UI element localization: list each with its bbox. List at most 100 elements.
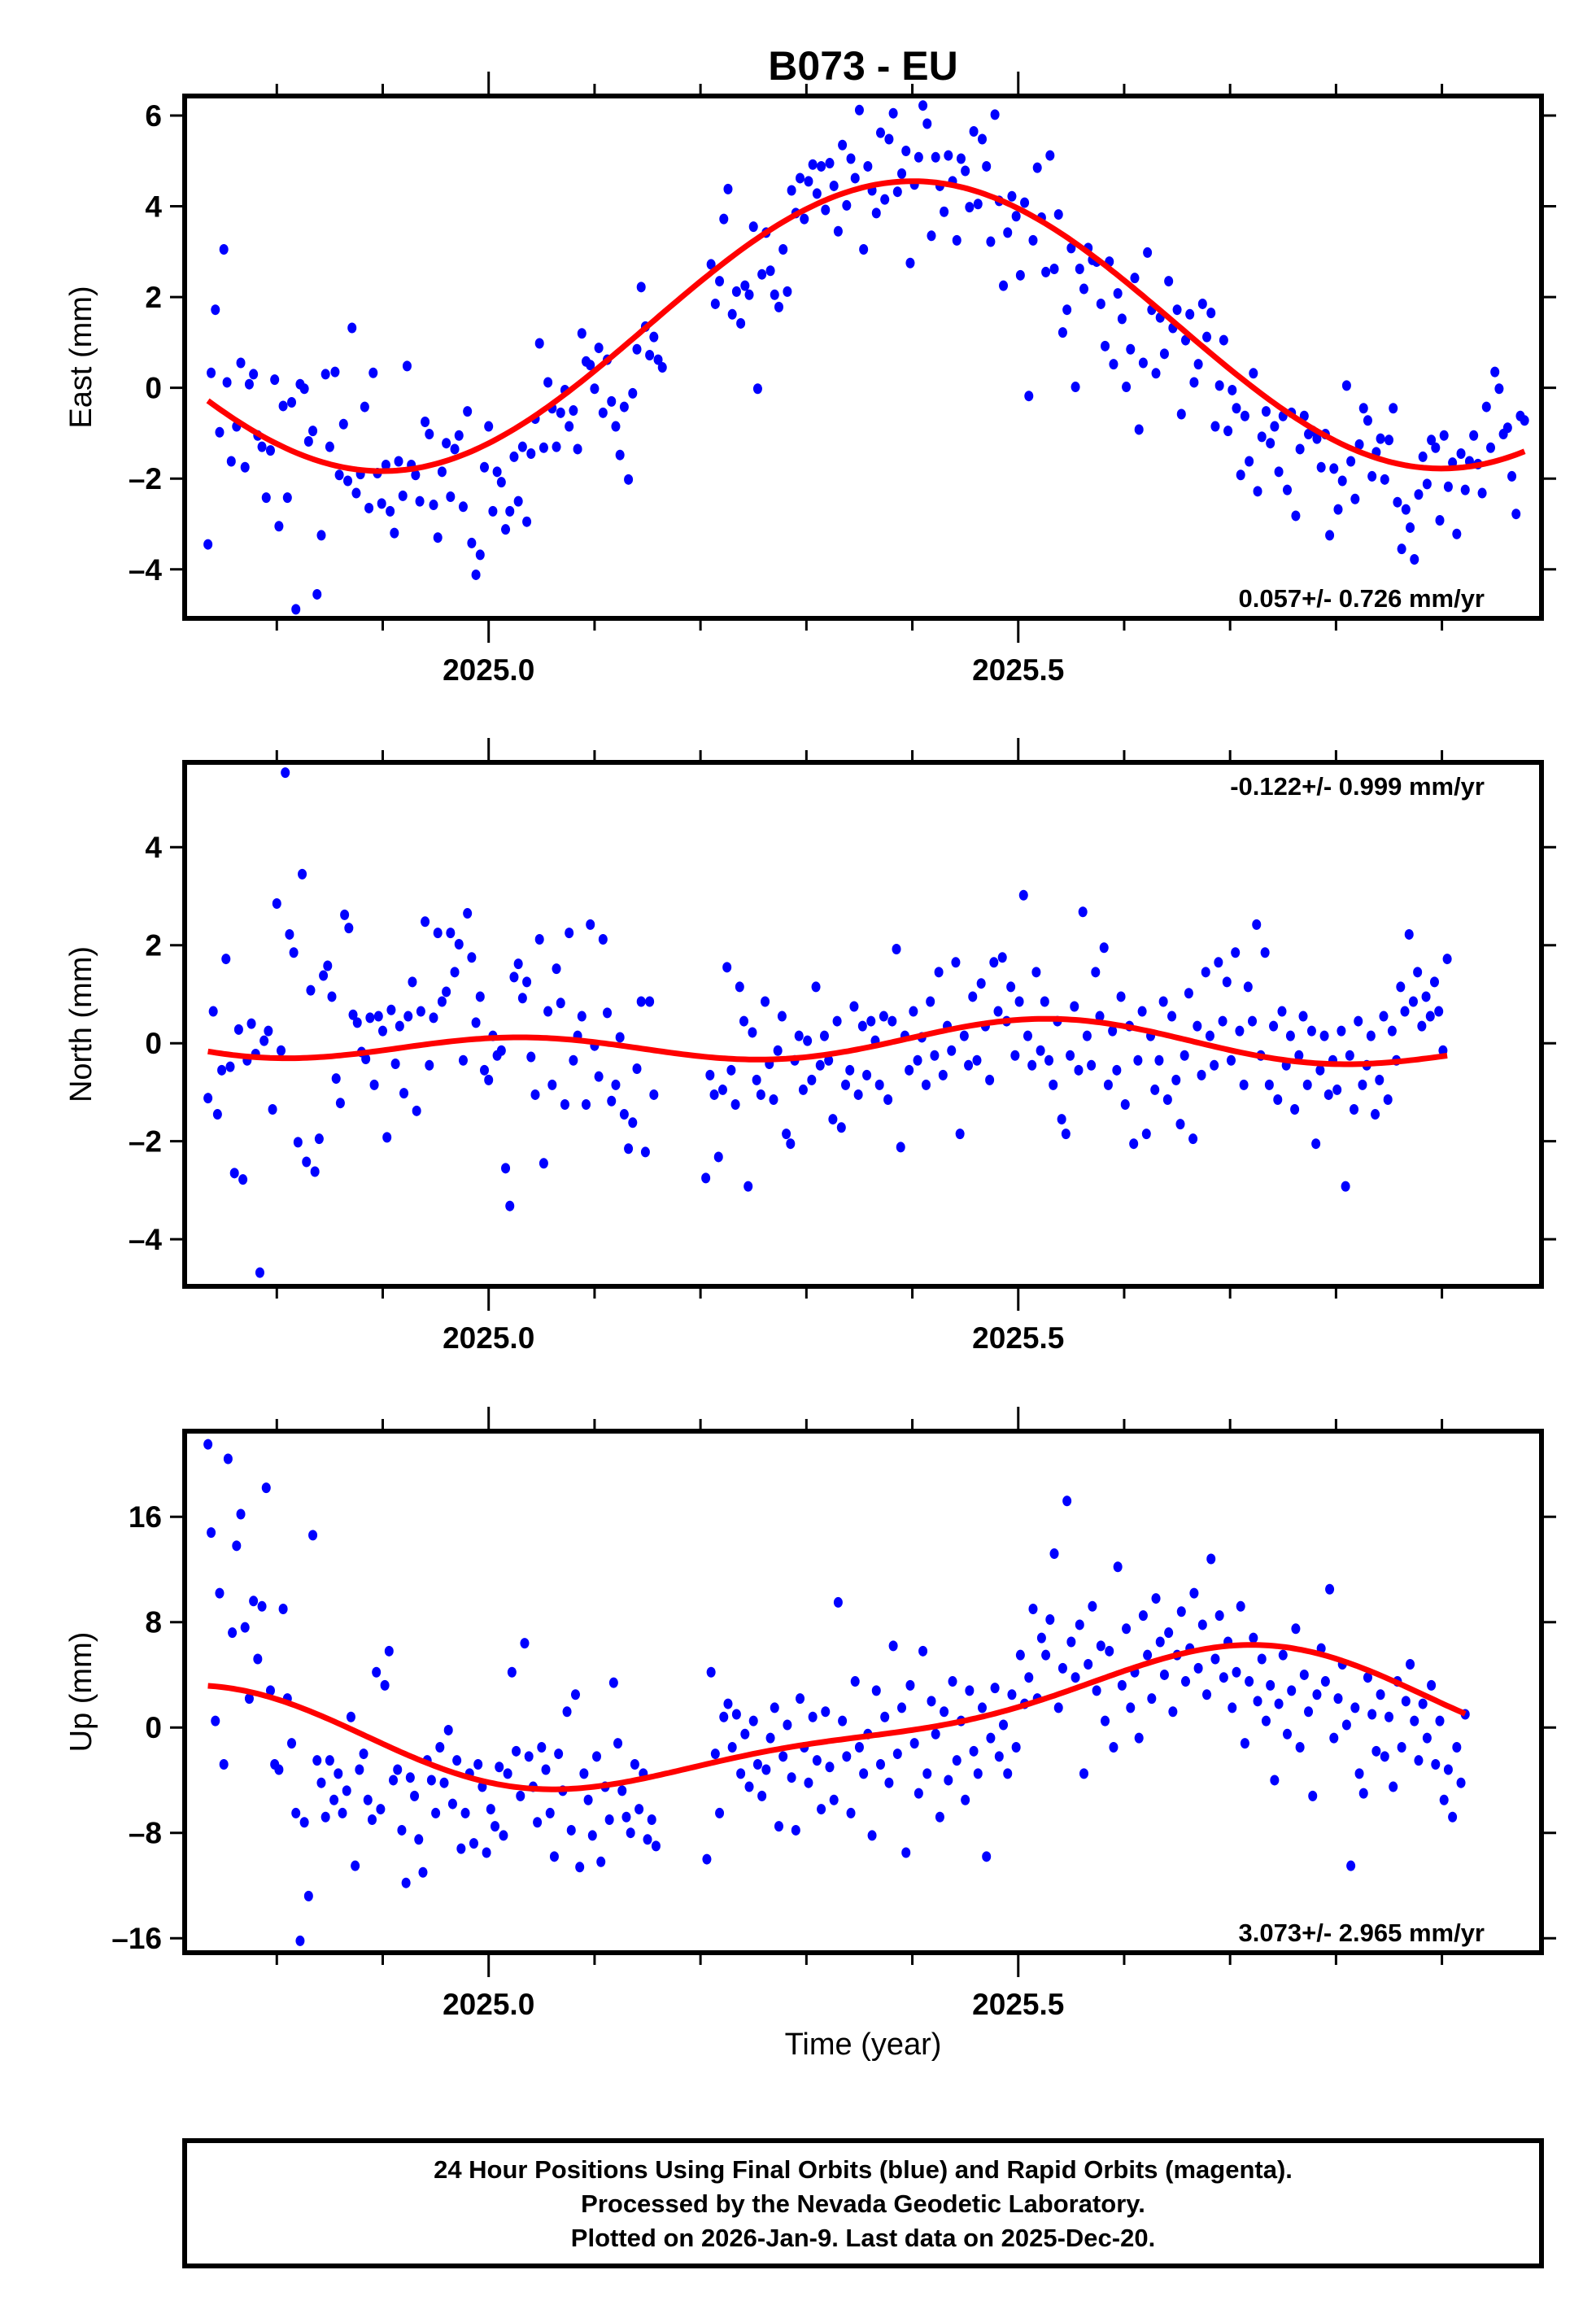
data-point	[1503, 422, 1512, 433]
data-point	[1147, 1693, 1156, 1704]
data-point	[1143, 1650, 1152, 1661]
data-point	[207, 368, 216, 378]
data-point	[855, 1742, 864, 1753]
data-point	[1426, 1011, 1435, 1022]
data-point	[1122, 1623, 1131, 1634]
data-point	[586, 919, 595, 930]
data-point	[1346, 1861, 1355, 1871]
data-point	[347, 323, 356, 334]
data-point	[578, 1011, 587, 1022]
x-tick-label: 2025.0	[443, 1988, 534, 2021]
data-point	[1227, 1055, 1236, 1066]
data-point	[722, 962, 731, 972]
data-point	[817, 1804, 826, 1814]
data-point	[1074, 1065, 1083, 1076]
data-point	[1406, 1659, 1415, 1670]
data-point	[279, 400, 288, 411]
data-point	[715, 276, 724, 286]
data-point	[791, 1825, 800, 1836]
data-point	[209, 1006, 218, 1017]
data-point	[497, 477, 506, 487]
data-point	[467, 952, 476, 963]
data-point	[321, 1812, 330, 1823]
data-point	[796, 1693, 805, 1704]
data-point	[1401, 1006, 1410, 1017]
data-point	[868, 1830, 877, 1840]
data-point	[620, 402, 629, 413]
data-point	[710, 1089, 719, 1100]
data-point	[736, 318, 745, 329]
data-point	[1070, 1002, 1079, 1012]
data-point	[838, 1716, 847, 1727]
data-point	[910, 1738, 919, 1748]
data-point	[552, 963, 561, 974]
data-point	[526, 1052, 535, 1063]
data-point	[249, 369, 258, 379]
data-point	[539, 443, 548, 453]
data-point	[1114, 288, 1123, 299]
data-point	[1083, 1031, 1092, 1041]
data-point	[1443, 954, 1452, 964]
data-point	[554, 1748, 563, 1759]
data-point	[1304, 1706, 1313, 1717]
data-point	[821, 205, 830, 216]
data-point	[1033, 163, 1042, 173]
data-point	[1266, 438, 1275, 448]
data-point	[896, 1142, 905, 1152]
data-point	[1075, 264, 1084, 274]
data-point	[325, 1755, 334, 1766]
data-point	[595, 343, 604, 353]
data-point	[1016, 270, 1025, 281]
data-point	[1422, 991, 1431, 1002]
data-point	[355, 1765, 364, 1775]
data-point	[438, 996, 447, 1006]
data-point	[770, 1702, 779, 1713]
x-tick-label: 2025.5	[972, 1988, 1064, 2021]
data-point	[1210, 1060, 1219, 1071]
data-point	[616, 450, 625, 461]
data-point	[783, 1719, 791, 1730]
data-point	[444, 1725, 453, 1735]
data-point	[1270, 421, 1279, 432]
data-point	[1350, 1104, 1358, 1115]
data-point	[859, 244, 868, 255]
data-point	[537, 1742, 546, 1753]
data-point	[838, 140, 847, 151]
data-point	[343, 475, 352, 486]
data-point	[287, 1738, 296, 1748]
data-point	[719, 1712, 728, 1722]
data-point	[1210, 421, 1219, 432]
data-point	[735, 981, 744, 992]
data-point	[816, 1060, 825, 1071]
data-point	[739, 1016, 748, 1027]
data-point	[1241, 1738, 1249, 1748]
data-point	[281, 767, 290, 778]
data-point	[227, 456, 236, 467]
data-point	[1228, 1702, 1236, 1713]
data-point	[1359, 1788, 1368, 1799]
data-point	[879, 1011, 888, 1022]
data-point	[1156, 1636, 1165, 1647]
data-point	[1311, 1138, 1320, 1149]
data-point	[753, 1759, 762, 1770]
data-point	[304, 1891, 313, 1901]
data-point	[613, 1738, 622, 1748]
data-point	[922, 119, 931, 129]
data-point	[800, 214, 809, 225]
data-point	[1020, 198, 1029, 208]
data-point	[1380, 1751, 1389, 1761]
data-point	[1003, 1768, 1012, 1779]
data-point	[740, 281, 749, 291]
data-point	[255, 1268, 264, 1278]
data-point	[552, 442, 561, 452]
data-point	[905, 1065, 914, 1076]
data-point	[1167, 1011, 1176, 1022]
data-point	[883, 1094, 892, 1105]
data-point	[918, 1646, 927, 1657]
data-point	[484, 421, 493, 432]
data-point	[241, 462, 250, 473]
data-point	[245, 379, 254, 390]
data-point	[935, 1812, 944, 1823]
data-point	[1215, 380, 1224, 391]
data-point	[1206, 1554, 1215, 1565]
